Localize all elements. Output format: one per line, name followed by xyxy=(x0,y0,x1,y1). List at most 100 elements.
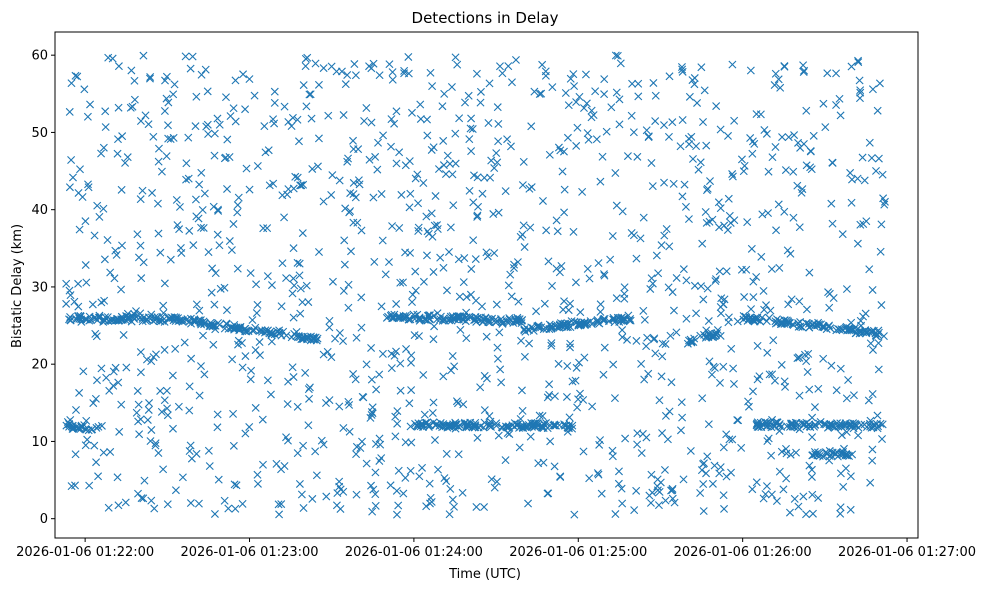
data-point xyxy=(836,509,845,518)
data-point xyxy=(620,294,629,303)
data-point xyxy=(246,375,255,384)
data-point xyxy=(264,146,273,155)
data-point xyxy=(868,85,877,94)
data-point xyxy=(115,427,124,436)
data-point xyxy=(678,192,687,201)
data-point xyxy=(654,269,663,278)
data-point xyxy=(123,153,132,162)
data-point xyxy=(213,410,222,419)
data-point xyxy=(525,184,534,193)
data-point xyxy=(759,286,768,295)
data-point xyxy=(668,118,677,127)
data-point xyxy=(644,132,653,141)
data-point xyxy=(819,354,828,363)
data-point xyxy=(207,320,216,329)
data-point xyxy=(455,292,464,301)
data-point xyxy=(440,89,449,98)
data-point xyxy=(761,490,770,499)
data-point xyxy=(632,486,641,495)
data-point xyxy=(393,419,402,428)
data-point xyxy=(418,463,427,472)
data-point xyxy=(715,378,724,387)
data-point xyxy=(647,470,656,479)
data-point xyxy=(426,68,435,77)
data-point xyxy=(708,215,717,224)
data-point xyxy=(598,152,607,161)
data-point xyxy=(211,269,220,278)
data-point xyxy=(280,213,289,222)
data-point xyxy=(572,141,581,150)
y-tick-label: 50 xyxy=(31,126,48,141)
data-point xyxy=(841,323,850,332)
data-point xyxy=(455,114,464,123)
data-point xyxy=(407,438,416,447)
data-point xyxy=(186,441,195,450)
data-point xyxy=(175,202,184,211)
data-point xyxy=(137,494,146,503)
data-point xyxy=(394,501,403,510)
data-point xyxy=(478,189,487,198)
data-point xyxy=(328,277,337,286)
data-point xyxy=(299,441,308,450)
data-point xyxy=(473,212,482,221)
data-point xyxy=(66,291,75,300)
data-point xyxy=(388,75,397,84)
data-point xyxy=(550,462,559,471)
data-point xyxy=(94,472,103,481)
data-point xyxy=(722,267,731,276)
data-point xyxy=(157,407,166,416)
data-point xyxy=(406,189,415,198)
axis-ticks: 2026-01-06 01:22:00 2026-01-06 01:23:00 20… xyxy=(16,49,976,560)
data-point xyxy=(419,179,428,187)
data-point xyxy=(672,328,681,337)
data-point xyxy=(498,318,507,327)
data-point xyxy=(770,376,779,385)
data-point xyxy=(628,79,637,88)
data-point xyxy=(450,502,459,511)
data-point xyxy=(678,116,687,125)
data-point xyxy=(203,87,212,96)
data-point xyxy=(333,489,342,498)
data-point xyxy=(184,133,193,142)
x-tick-label: 2026-01-06 01:25:00 xyxy=(509,545,647,560)
data-point xyxy=(166,255,175,264)
data-point xyxy=(245,75,254,84)
data-point xyxy=(786,249,795,258)
data-point xyxy=(494,431,503,440)
data-point xyxy=(632,336,641,345)
data-point xyxy=(439,161,448,170)
data-point xyxy=(359,393,368,402)
data-point xyxy=(100,255,109,264)
data-point xyxy=(599,270,608,279)
data-point xyxy=(480,406,489,415)
data-point xyxy=(568,377,577,386)
data-point xyxy=(441,170,450,179)
data-point xyxy=(229,409,238,418)
data-point xyxy=(855,94,864,103)
data-point xyxy=(295,479,304,488)
data-point xyxy=(580,104,588,113)
data-point xyxy=(501,422,510,431)
data-point xyxy=(566,299,575,308)
data-point xyxy=(391,432,400,441)
data-point xyxy=(728,170,737,179)
data-point xyxy=(107,316,116,325)
data-point xyxy=(67,422,76,431)
data-point xyxy=(749,387,757,396)
data-point xyxy=(200,370,209,379)
data-point xyxy=(854,431,863,440)
data-point xyxy=(716,331,725,340)
data-point xyxy=(213,230,222,239)
data-point xyxy=(289,244,298,253)
data-point xyxy=(196,318,205,327)
data-point xyxy=(367,64,376,73)
data-point xyxy=(510,260,519,269)
data-point xyxy=(234,323,243,332)
data-point xyxy=(623,152,632,161)
data-point xyxy=(253,479,262,488)
data-point xyxy=(803,368,812,376)
data-point xyxy=(516,232,525,241)
data-point xyxy=(479,423,488,432)
x-tick-label: 2026-01-06 01:22:00 xyxy=(16,545,154,560)
y-axis-label: Bistatic Delay (km) xyxy=(10,224,25,348)
